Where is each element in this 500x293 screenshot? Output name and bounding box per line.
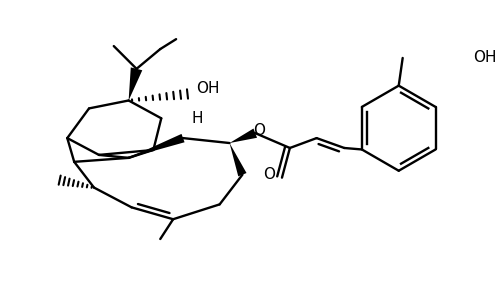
Text: OH: OH xyxy=(473,50,496,65)
Polygon shape xyxy=(128,67,142,100)
Polygon shape xyxy=(230,129,257,143)
Text: O: O xyxy=(263,167,275,182)
Text: O: O xyxy=(253,123,265,138)
Polygon shape xyxy=(128,134,184,158)
Text: H: H xyxy=(192,111,203,126)
Text: OH: OH xyxy=(196,81,220,96)
Polygon shape xyxy=(230,143,246,176)
